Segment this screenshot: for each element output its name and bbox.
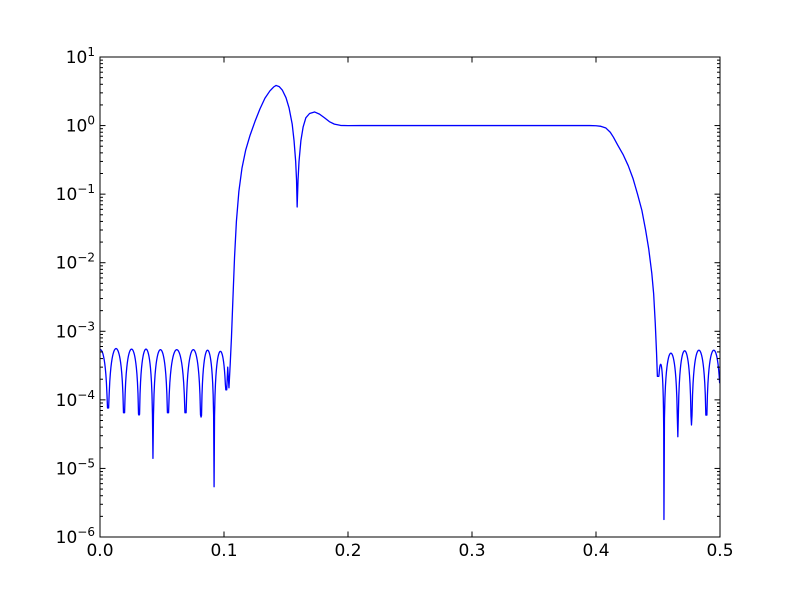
x-tick-label: 0.0 [86,541,113,561]
y-tick-labels: 101 100 10−1 10−2 10−3 10−4 10−5 10−6 [56,45,95,548]
y-tick-label: 10−1 [56,182,95,205]
x-tick-label: 0.1 [210,541,237,561]
x-tick-label: 0.5 [706,541,733,561]
y-tick-label: 101 [66,45,95,68]
x-tick-labels: 0.0 0.1 0.2 0.3 0.4 0.5 [86,541,733,561]
x-tick-label: 0.4 [582,541,609,561]
y-tick-label: 10−5 [56,456,95,479]
plot-frame [99,56,721,538]
y-tick-label: 100 [66,114,95,137]
y-tick-label: 10−3 [56,319,95,342]
y-tick-label: 10−4 [56,388,95,411]
y-tick-label: 10−6 [56,525,95,548]
data-line [100,84,721,521]
x-tick-label: 0.3 [458,541,485,561]
y-tick-label: 10−2 [56,251,95,274]
x-tick-label: 0.2 [334,541,361,561]
axis-ticks [99,56,721,538]
